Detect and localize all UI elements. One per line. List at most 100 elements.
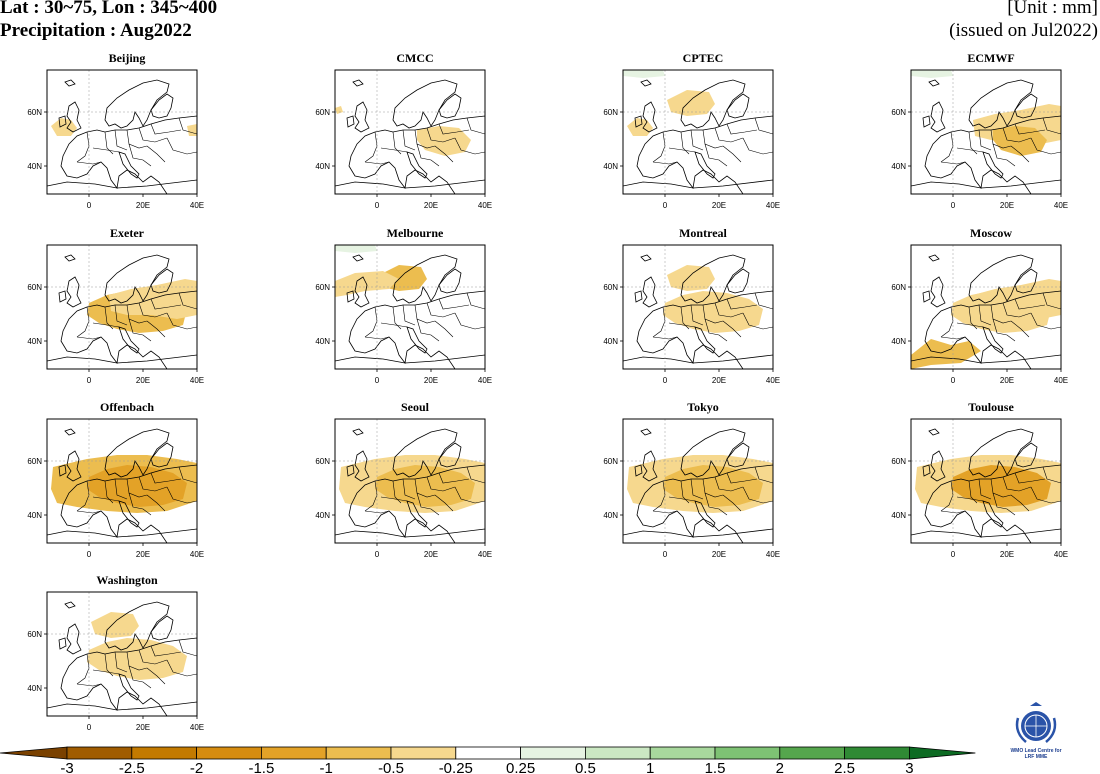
anomaly-region <box>87 638 187 680</box>
anomaly-layer <box>663 265 763 333</box>
lat-tick-label: 60N <box>603 283 618 292</box>
lat-tick-label: 40N <box>603 337 618 346</box>
forecast-panel-tokyo: Tokyo 60N 40N 0 20E 40E <box>603 400 780 559</box>
lon-tick-label: 20E <box>1000 550 1014 559</box>
map-frame <box>334 244 486 370</box>
map-area <box>911 419 1061 543</box>
forecast-panel-exeter: Exeter 60N 40N 0 20E 40E <box>27 226 204 385</box>
coastlines <box>47 428 197 543</box>
lon-tick-label: 20E <box>712 550 726 559</box>
anomaly-layer <box>911 279 1061 369</box>
anomaly-layer <box>335 245 427 297</box>
panel-title: Washington <box>96 573 158 587</box>
forecast-panel-moscow: Moscow 60N 40N 0 20E 40E <box>891 226 1068 385</box>
map-area <box>911 245 1061 369</box>
coastlines <box>623 428 773 543</box>
figure-title-region: Lat : 30~75, Lon : 345~400 <box>0 0 218 18</box>
lon-tick-label: 40E <box>190 201 204 210</box>
colorbar: -3 -2.5 -2 -1.5 -1 -0.5 -0.25 0.25 0.5 1 1.5 2 2.5 3 <box>0 746 976 774</box>
map-frame <box>46 418 198 544</box>
lon-tick-label: 40E <box>1054 201 1068 210</box>
colorbar-max-arrow <box>909 746 976 760</box>
anomaly-region <box>87 465 187 507</box>
colorbar-label: 2.5 <box>834 760 855 774</box>
map-area <box>335 245 485 369</box>
anomaly-region <box>375 465 475 507</box>
panel-title: Exeter <box>110 226 145 240</box>
map-frame <box>46 591 198 717</box>
map-area <box>623 419 773 543</box>
colorbar-segment <box>260 746 327 760</box>
lat-tick-label: 60N <box>603 457 618 466</box>
map-frame <box>46 244 198 370</box>
map-area <box>47 419 197 543</box>
forecast-panel-seoul: Seoul 60N 40N 0 20E 40E <box>315 400 492 559</box>
lon-tick-label: 0 <box>663 376 668 385</box>
lon-tick-label: 40E <box>766 376 780 385</box>
lon-tick-label: 0 <box>951 201 956 210</box>
colorbar-segment <box>844 746 910 760</box>
map-frame <box>46 69 198 195</box>
lon-tick-label: 0 <box>87 550 92 559</box>
lon-tick-label: 0 <box>87 723 92 732</box>
colorbar-segment <box>779 746 845 760</box>
map-area <box>335 70 485 194</box>
lon-tick-label: 40E <box>1054 376 1068 385</box>
map-frame <box>910 69 1062 195</box>
coastlines <box>911 254 1061 369</box>
lat-tick-label: 40N <box>891 337 906 346</box>
lon-tick-label: 20E <box>1000 201 1014 210</box>
colorbar-label: -2.5 <box>119 760 145 774</box>
colorbar-label: 3 <box>905 760 913 774</box>
lon-tick-label: 40E <box>478 550 492 559</box>
colorbar-label: -1 <box>320 760 333 774</box>
lon-tick-label: 0 <box>375 376 380 385</box>
coastlines <box>335 254 485 369</box>
coastlines <box>47 254 197 369</box>
colorbar-label: 0.5 <box>575 760 596 774</box>
lat-tick-label: 40N <box>315 337 330 346</box>
panel-title: CMCC <box>396 51 433 65</box>
lat-tick-label: 60N <box>891 457 906 466</box>
forecast-panel-washington: Washington 60N 40N 0 20E 40E <box>27 573 204 732</box>
anomaly-region <box>667 265 715 291</box>
lon-tick-label: 40E <box>766 201 780 210</box>
forecast-panel-montreal: Montreal 60N 40N 0 20E 40E <box>603 226 780 385</box>
colorbar-segment <box>585 746 651 760</box>
colorbar-label: 0.25 <box>506 760 535 774</box>
lon-tick-label: 40E <box>766 550 780 559</box>
lat-tick-label: 40N <box>27 337 42 346</box>
anomaly-layer <box>915 455 1061 513</box>
panel-title: Melbourne <box>387 226 444 240</box>
colorbar-label: -2 <box>190 760 203 774</box>
colorbar-label: 1.5 <box>705 760 726 774</box>
lat-tick-label: 40N <box>891 511 906 520</box>
map-area <box>47 245 197 369</box>
lat-tick-label: 40N <box>603 162 618 171</box>
anomaly-region <box>951 291 1051 333</box>
map-area <box>335 419 485 543</box>
forecast-panel-melbourne: Melbourne 60N 40N 0 20E 40E <box>315 226 492 385</box>
logo-caption: WMO Lead Centre for LRF MME <box>986 748 1086 760</box>
colorbar-label: -0.5 <box>378 760 404 774</box>
anomaly-region <box>951 465 1051 507</box>
map-frame <box>622 418 774 544</box>
colorbar-segment <box>714 746 781 760</box>
panel-title: Beijing <box>109 51 146 65</box>
lon-tick-label: 20E <box>136 723 150 732</box>
panel-title: Offenbach <box>100 400 154 414</box>
anomaly-layer <box>87 279 197 333</box>
map-area <box>47 592 197 716</box>
lat-tick-label: 40N <box>603 511 618 520</box>
colorbar-segment <box>520 746 586 760</box>
lat-tick-label: 60N <box>891 108 906 117</box>
lat-tick-label: 40N <box>315 511 330 520</box>
logo-caption-line2: LRF MME <box>1024 754 1048 760</box>
lon-tick-label: 20E <box>424 376 438 385</box>
colorbar-segment <box>325 746 392 760</box>
anomaly-layer <box>627 455 773 513</box>
colorbar-segment <box>649 746 716 760</box>
panel-title: Moscow <box>970 226 1012 240</box>
map-frame <box>334 69 486 195</box>
forecast-panel-toulouse: Toulouse 60N 40N 0 20E 40E <box>891 400 1068 559</box>
